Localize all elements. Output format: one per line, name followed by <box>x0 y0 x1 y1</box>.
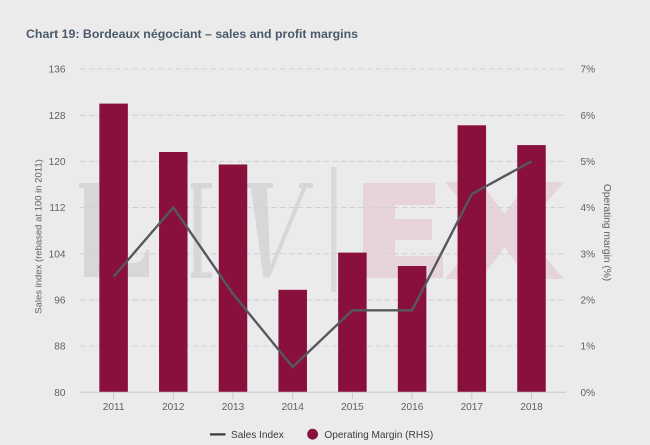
svg-text:2016: 2016 <box>401 402 424 413</box>
svg-text:128: 128 <box>49 111 66 122</box>
svg-text:104: 104 <box>49 249 66 260</box>
svg-text:2015: 2015 <box>341 402 364 413</box>
svg-text:4%: 4% <box>581 203 596 214</box>
svg-text:5%: 5% <box>581 157 596 168</box>
svg-text:2018: 2018 <box>520 402 543 413</box>
svg-text:96: 96 <box>54 296 66 307</box>
svg-text:Operating Margin (RHS): Operating Margin (RHS) <box>324 430 433 441</box>
svg-text:6%: 6% <box>581 111 596 122</box>
svg-text:2011: 2011 <box>103 402 125 413</box>
svg-text:120: 120 <box>49 157 66 168</box>
svg-text:2%: 2% <box>581 296 596 307</box>
svg-text:2012: 2012 <box>162 402 185 413</box>
svg-text:80: 80 <box>54 388 66 399</box>
svg-text:1%: 1% <box>581 342 596 353</box>
svg-text:2013: 2013 <box>222 402 245 413</box>
svg-text:136: 136 <box>49 65 66 76</box>
svg-text:Operating margin (%): Operating margin (%) <box>601 184 612 281</box>
svg-text:88: 88 <box>54 342 66 353</box>
svg-text:3%: 3% <box>581 249 596 260</box>
svg-text:2014: 2014 <box>281 402 304 413</box>
svg-text:0%: 0% <box>581 388 596 399</box>
svg-text:7%: 7% <box>581 65 596 76</box>
svg-text:2017: 2017 <box>461 402 484 413</box>
svg-text:Sales index (rebased at 100 in: Sales index (rebased at 100 in 2011) <box>34 159 45 314</box>
svg-text:Sales Index: Sales Index <box>231 430 284 441</box>
svg-text:112: 112 <box>49 203 65 214</box>
